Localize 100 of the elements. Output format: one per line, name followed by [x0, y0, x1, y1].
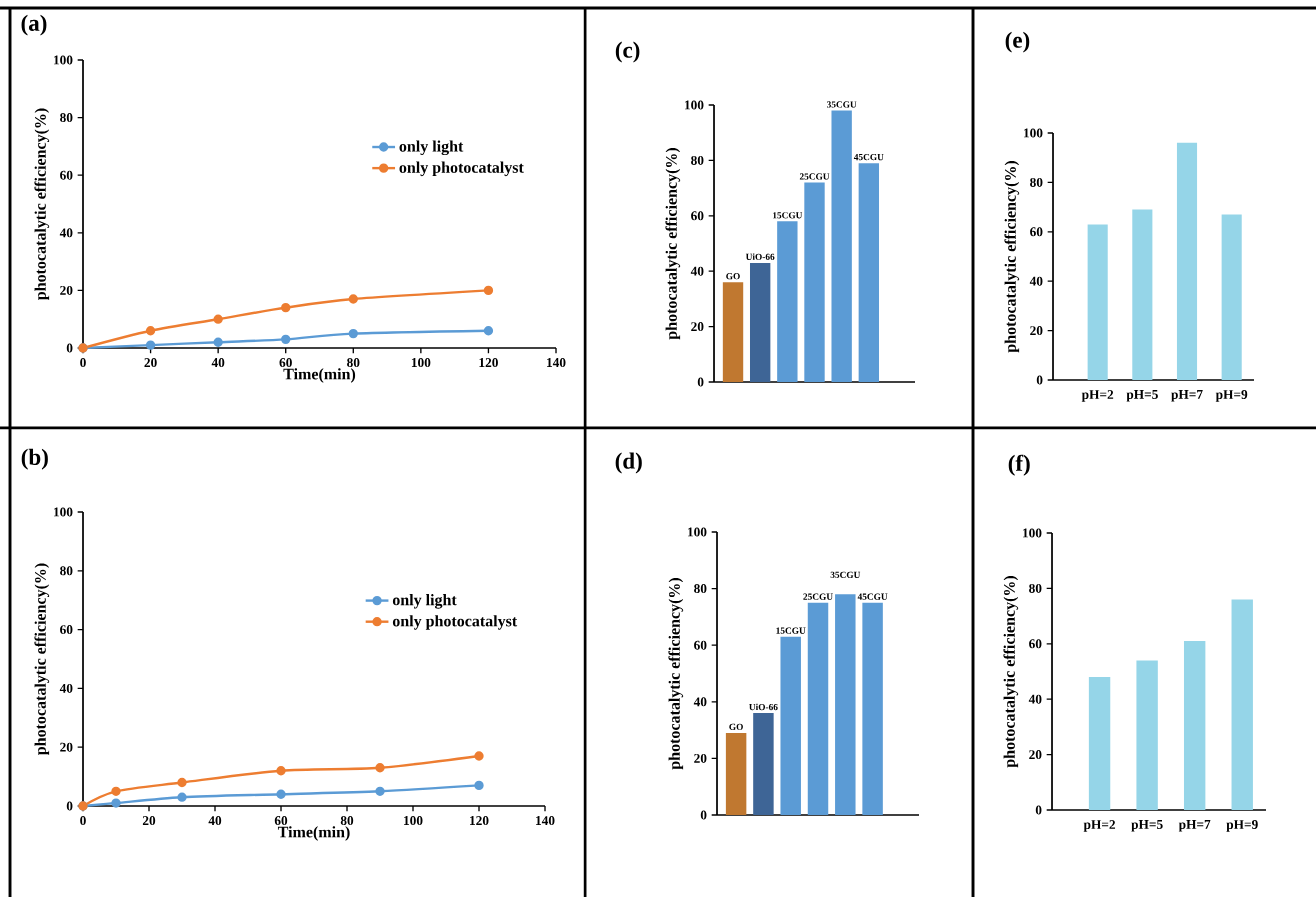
chart-title: (f) — [1008, 454, 1030, 476]
category-label: 35CGU — [826, 101, 857, 108]
y-tick-label: 40 — [1029, 276, 1043, 286]
x-tick-label: 20 — [142, 816, 156, 826]
bar — [1221, 214, 1242, 380]
y-tick-label: 0 — [66, 801, 73, 811]
point — [348, 328, 358, 339]
bar — [725, 732, 747, 815]
point — [483, 326, 494, 336]
bar — [777, 221, 798, 382]
category-label: 15CGU — [773, 212, 803, 219]
y-tick-label: 60 — [1029, 639, 1042, 649]
y-tick-label: 100 — [685, 100, 704, 110]
point — [281, 303, 291, 313]
bar — [1183, 641, 1206, 810]
x-tick-label: 60 — [279, 358, 292, 368]
y-tick-label: 100 — [688, 527, 707, 537]
point — [375, 763, 385, 773]
legend-label: only light — [399, 140, 464, 156]
point — [145, 326, 156, 336]
bar — [1132, 209, 1153, 380]
point — [276, 766, 286, 776]
x-tick-label: 100 — [404, 816, 423, 826]
bar — [858, 163, 880, 382]
point — [111, 798, 121, 808]
x-tick-label: pH=9 — [1226, 820, 1258, 832]
category-label: UiO-66 — [745, 253, 775, 260]
bar — [753, 713, 774, 815]
y-tick-label: 60 — [694, 640, 707, 650]
y-tick-label: 40 — [1028, 694, 1042, 704]
point — [276, 789, 286, 799]
y-tick-label: 100 — [54, 507, 73, 517]
category-label: 25CGU — [799, 173, 830, 180]
bar — [804, 182, 825, 382]
point — [348, 294, 358, 304]
x-tick-label: 80 — [347, 358, 360, 368]
category-label: 45CGU — [853, 153, 884, 161]
y-tick-label: 80 — [1029, 583, 1042, 593]
bar — [722, 282, 744, 382]
legend-label: only photocatalyst — [392, 615, 518, 630]
bar — [1136, 660, 1158, 810]
y-tick-label: 60 — [60, 625, 73, 635]
x-axis-title: Time(min) — [283, 368, 356, 383]
x-tick-label: 140 — [536, 816, 555, 826]
category-label: 25CGU — [803, 593, 833, 600]
point — [145, 340, 156, 350]
y-axis-title: photocatalytic efficiency(%) — [1004, 160, 1020, 353]
chart-title: (e) — [1005, 31, 1030, 53]
bar — [780, 636, 801, 815]
y-tick-label: 20 — [1030, 326, 1043, 336]
bar — [750, 262, 771, 382]
y-axis-title: photocatalytic efficiency(%) — [34, 108, 50, 300]
y-tick-label: 80 — [691, 155, 704, 165]
x-tick-label: pH=5 — [1131, 820, 1163, 832]
chart-title: (b) — [21, 448, 48, 470]
y-tick-label: 40 — [59, 228, 73, 238]
x-tick-label: pH=7 — [1171, 390, 1203, 402]
bar — [1087, 224, 1108, 380]
x-tick-label: pH=5 — [1126, 390, 1158, 402]
x-tick-label: 60 — [274, 816, 288, 826]
x-tick-label: pH=2 — [1081, 390, 1114, 402]
x-tick-label: 120 — [470, 816, 489, 826]
x-axis-title: Time(min) — [277, 826, 350, 841]
y-tick-label: 100 — [1023, 528, 1042, 538]
bar — [1176, 142, 1198, 380]
x-tick-label: pH=9 — [1215, 390, 1248, 402]
y-tick-label: 60 — [1030, 227, 1043, 237]
point — [177, 792, 187, 802]
y-axis-title: photocatalytic efficiency(%) — [1003, 576, 1019, 768]
y-tick-label: 80 — [1030, 177, 1043, 187]
chart-title: (c) — [615, 41, 640, 63]
bar — [831, 110, 852, 382]
y-tick-label: 40 — [690, 266, 704, 276]
x-tick-label: 40 — [211, 358, 225, 368]
x-tick-label: 80 — [340, 816, 354, 826]
category-label: UiO-66 — [749, 703, 778, 711]
y-tick-label: 80 — [694, 584, 707, 594]
y-tick-label: 60 — [60, 170, 73, 180]
bar — [1231, 599, 1253, 810]
category-label: GO — [729, 723, 743, 730]
legend-label: only light — [392, 594, 457, 609]
category-label: 15CGU — [776, 627, 806, 634]
x-tick-label: 0 — [80, 358, 86, 368]
x-tick-label: 40 — [208, 816, 222, 826]
y-axis-title: photocatalytic efficiency(%) — [665, 148, 681, 340]
point — [281, 334, 291, 345]
category-label: 35CGU — [830, 571, 861, 578]
bar — [862, 602, 883, 815]
point — [213, 337, 223, 347]
y-tick-label: 20 — [691, 322, 704, 332]
y-tick-label: 60 — [691, 211, 704, 221]
x-tick-label: pH=7 — [1178, 820, 1211, 832]
y-tick-label: 0 — [1036, 375, 1043, 385]
y-tick-label: 20 — [1029, 750, 1042, 760]
point — [177, 777, 187, 788]
y-tick-label: 40 — [693, 697, 707, 707]
y-axis-title: photocatalytic efficiency(%) — [668, 578, 684, 770]
x-tick-label: 0 — [80, 816, 86, 826]
bar — [835, 594, 856, 815]
x-tick-label: pH=2 — [1083, 820, 1116, 832]
